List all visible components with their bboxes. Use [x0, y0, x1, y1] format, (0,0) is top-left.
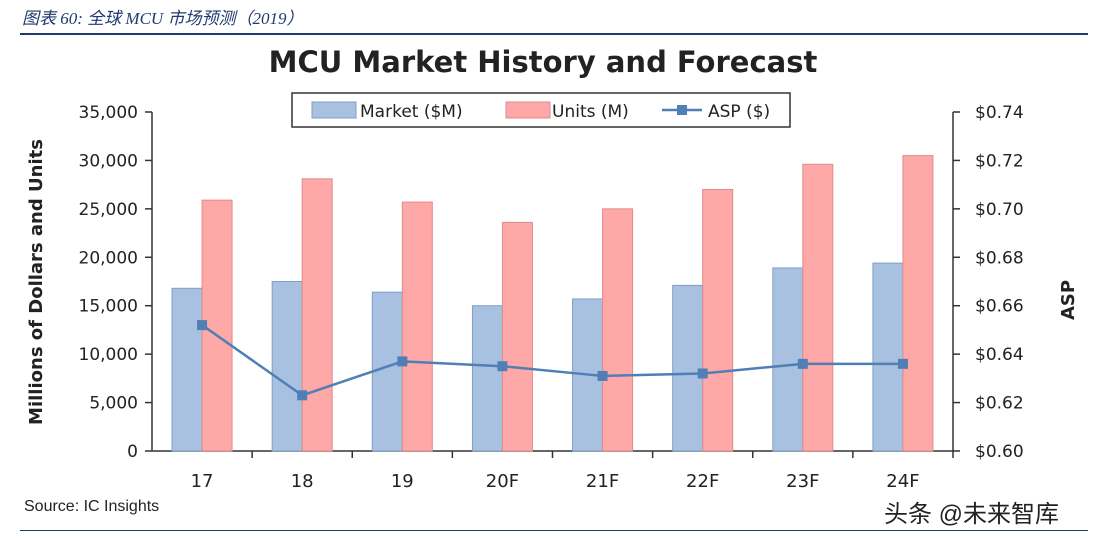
bottom-divider: [20, 530, 1088, 531]
y-tick-label: 25,000: [79, 200, 138, 220]
asp-point: [897, 358, 908, 369]
y2-tick-label: $0.68: [975, 248, 1024, 268]
source-note: Source: IC Insights: [24, 498, 160, 515]
y2-tick-label: $0.64: [975, 345, 1024, 365]
watermark: 头条 @未来智库: [884, 501, 1060, 528]
bar-units: [401, 201, 433, 452]
bars: [171, 155, 934, 452]
figure-caption: 图表 60: 全球 MCU 市场预测（2019）: [22, 9, 304, 28]
y-tick-label: 15,000: [79, 297, 138, 317]
asp-point: [397, 356, 408, 367]
legend-label-asp: ASP ($): [708, 102, 770, 122]
legend-swatch-asp-marker: [677, 105, 687, 115]
bar-market: [371, 291, 403, 452]
asp-point: [297, 390, 308, 401]
legend-swatch-market: [311, 101, 357, 119]
legend-label-units: Units (M): [552, 102, 629, 122]
asp-point: [197, 320, 208, 331]
x-tick-label: 17: [191, 471, 214, 492]
x-tick-label: 20F: [486, 471, 519, 492]
y-tick-label: 35,000: [79, 103, 138, 123]
legend-swatch-units: [505, 101, 551, 119]
chart-title: MCU Market History and Forecast: [269, 45, 818, 79]
bar-market: [271, 281, 303, 452]
legend-label-market: Market ($M): [360, 102, 463, 122]
ticks: 0 5,000 10,000 15,000 20,000 25,000 30,000 35,0…: [79, 103, 1024, 492]
bar-units: [702, 188, 734, 452]
y-tick-label: 20,000: [79, 248, 138, 268]
asp-line: [201, 324, 903, 397]
bar-units: [802, 163, 834, 452]
asp-point: [597, 370, 608, 381]
bar-market: [672, 284, 704, 452]
bar-units: [301, 178, 333, 452]
x-tick-label: 21F: [586, 471, 619, 492]
bar-units: [902, 155, 934, 452]
asp-series: [197, 320, 908, 401]
asp-point: [697, 368, 708, 379]
y-tick-label: 30,000: [79, 151, 138, 171]
caption-divider: [20, 33, 1088, 35]
y2-tick-label: $0.62: [975, 394, 1024, 414]
y2-tick-label: $0.70: [975, 200, 1024, 220]
y-tick-label: 10,000: [79, 345, 138, 365]
y2-tick-label: $0.72: [975, 151, 1024, 171]
y-axis-label: Millions of Dollars and Units: [26, 139, 47, 425]
x-tick-label: 19: [391, 471, 414, 492]
bar-market: [471, 305, 503, 452]
legend: Market ($M) Units (M) ASP ($): [291, 92, 791, 128]
bar-market: [872, 262, 904, 452]
y2-tick-label: $0.74: [975, 103, 1024, 123]
x-tick-label: 22F: [686, 471, 719, 492]
asp-point: [497, 361, 508, 372]
y2-tick-label: $0.60: [975, 442, 1024, 462]
bar-units: [501, 221, 533, 452]
bar-units: [602, 208, 634, 452]
bar-market: [171, 287, 203, 452]
x-tick-label: 18: [291, 471, 314, 492]
y-tick-label: 0: [127, 442, 138, 462]
asp-point: [797, 358, 808, 369]
y2-axis-label: ASP: [1058, 280, 1079, 320]
y-tick-label: 5,000: [89, 394, 138, 414]
x-tick-label: 24F: [886, 471, 919, 492]
x-tick-label: 23F: [786, 471, 819, 492]
y2-tick-label: $0.66: [975, 297, 1024, 317]
